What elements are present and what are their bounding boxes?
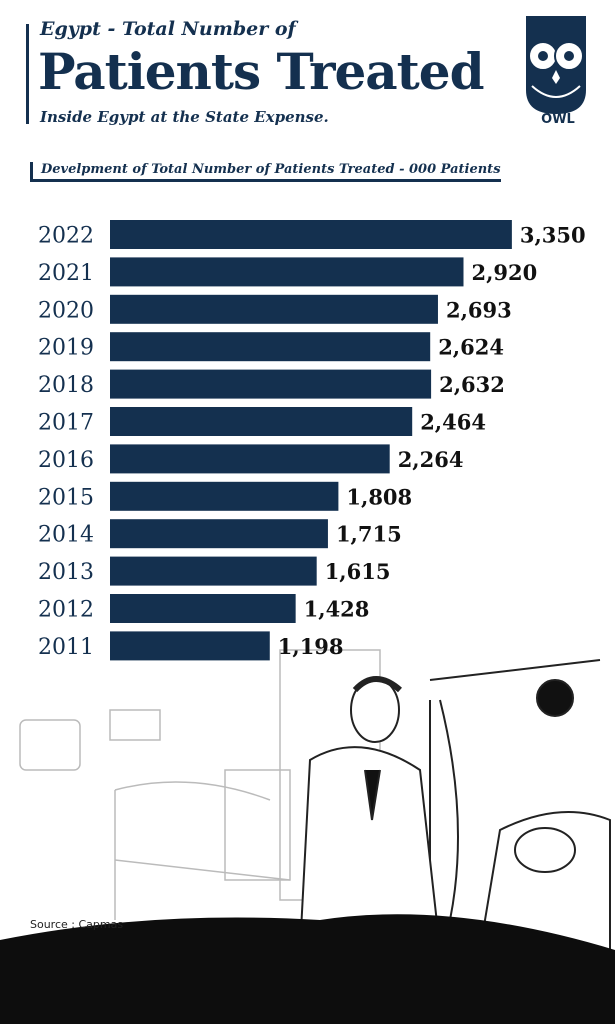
value-label: 1,715 [336,522,402,547]
value-label: 3,350 [520,223,586,248]
category-label: 2015 [38,485,94,510]
chart-title: Develpment of Total Number of Patients T… [30,162,501,182]
bar-2018 [110,369,432,399]
bar-2022 [110,220,512,249]
value-label: 2,632 [439,372,505,397]
value-label: 2,920 [472,260,538,285]
value-label: 1,428 [304,597,370,622]
bar-2014 [110,519,328,549]
category-label: 2011 [38,635,94,660]
category-label: 2019 [38,336,94,361]
category-label: 2016 [38,448,94,473]
header-subtitle: Inside Egypt at the State Expense. [40,108,329,126]
header-accent-line [26,24,29,124]
bar-2016 [110,444,390,474]
page-title: Patients Treated [38,42,485,101]
value-label: 1,198 [278,634,344,659]
value-label: 2,464 [420,410,486,435]
value-label: 2,693 [446,297,512,322]
category-label: 2022 [38,224,94,249]
value-label: 2,264 [398,447,464,472]
category-label: 2014 [38,523,94,548]
category-label: 2013 [38,560,94,585]
bar-chart: 2022 3,350 2021 2,920 2020 2,693 2019 2,624 2018… [38,220,586,661]
bar-2011 [110,631,270,661]
value-label: 1,615 [325,559,391,584]
bar-2019 [110,332,431,362]
hospital-illustration [0,649,615,1024]
category-label: 2020 [38,298,94,323]
category-label: 2018 [38,373,94,398]
value-label: 1,808 [346,484,412,509]
logo-text: OWL [541,112,575,127]
bar-2020 [110,294,438,324]
source-note: Source : Capmas [30,918,124,931]
value-label: 2,624 [438,335,504,360]
category-label: 2017 [38,411,94,436]
bar-2013 [110,556,317,586]
category-label: 2021 [38,261,94,286]
header-kicker: Egypt - Total Number of [40,18,296,40]
category-label: 2012 [38,598,94,623]
owl-logo-icon [526,16,586,114]
bar-2017 [110,407,413,436]
bar-2021 [110,257,464,287]
bar-2012 [110,594,296,623]
bar-2015 [110,481,339,511]
